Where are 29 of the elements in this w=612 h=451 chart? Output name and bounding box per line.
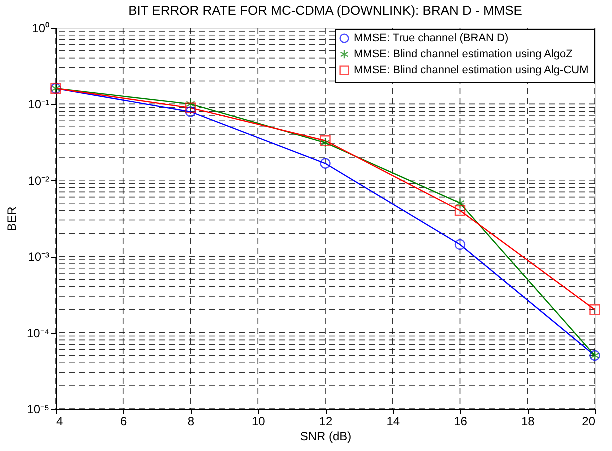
y-tick-label: 10⁰ [32,22,50,36]
x-tick-label: 10 [252,414,266,428]
y-tick-label: 10⁻⁵ [27,402,50,416]
x-axis-title: SNR (dB) [300,430,352,444]
legend-label: MMSE: Blind channel estimation using Alg-CUM [354,64,589,76]
y-axis-title: BER [4,206,19,232]
y-tick-label: 10⁻¹ [28,98,50,112]
x-tick-label: 16 [454,414,468,428]
point [185,102,196,114]
x-tick-label: 14 [386,414,400,428]
point [454,205,466,216]
x-tick-label: 20 [582,414,596,428]
x-tick-label: 18 [521,414,536,428]
legend-label: MMSE: True channel (BRAN D) [354,32,509,44]
x-tick-label: 6 [120,414,128,428]
point [590,304,600,316]
point [320,158,331,169]
x-tick-label: 12 [319,414,333,428]
y-tick-label: 10⁻³ [28,250,50,264]
point [456,198,465,209]
y-tick-label: 10⁻² [28,174,50,188]
point [185,106,196,118]
y-tick-label: 10⁻⁴ [26,326,50,340]
point [186,98,196,110]
x-tick-label: 8 [188,414,195,428]
legend-label: MMSE: Blind channel estimation using AlgoZ [354,48,574,60]
chart-title: BIT ERROR RATE FOR MC-CDMA (DOWNLINK): BRAN D - MMSE [128,3,523,18]
point [454,239,466,250]
x-tick-label: 4 [56,414,64,428]
